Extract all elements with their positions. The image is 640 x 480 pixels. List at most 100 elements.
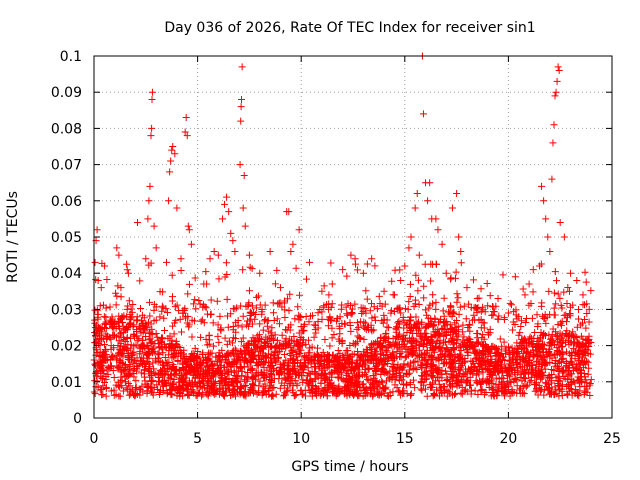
data-point [320,282,328,290]
data-point [443,386,451,394]
data-point [453,339,461,347]
data-point [440,312,448,320]
data-point [370,374,378,382]
data-marks-layer [90,52,595,400]
data-point [353,377,361,385]
data-point [327,380,335,388]
data-point [354,360,362,368]
data-point [100,352,108,360]
data-point [583,310,591,318]
data-point [238,63,246,71]
data-point [161,354,169,362]
data-point [456,303,464,311]
data-point [177,328,185,336]
data-point [467,390,475,398]
data-point [397,309,405,317]
data-point [388,277,396,285]
data-point [569,333,577,341]
data-point [534,357,542,365]
data-point [587,287,595,295]
data-point [423,311,431,319]
data-point [540,314,548,322]
data-point [146,363,154,371]
data-point [269,352,277,360]
data-point [473,334,481,342]
data-point [529,266,537,274]
data-point [130,321,138,329]
data-point [244,341,252,349]
data-point [551,350,559,358]
data-point [582,324,590,332]
data-point [334,368,342,376]
data-point [440,338,448,346]
data-point [338,339,346,347]
data-point [392,367,400,375]
data-point [122,378,130,386]
data-point [404,346,412,354]
data-point [434,226,442,234]
data-point [585,364,593,372]
data-point [159,349,167,357]
data-point [149,391,157,399]
data-point [347,251,355,259]
data-point [225,375,233,383]
data-point [343,310,351,318]
data-point [451,319,459,327]
data-point [154,385,162,393]
data-point [569,328,577,336]
data-point [401,305,409,313]
data-point [278,369,286,377]
data-point [526,378,534,386]
data-point [205,349,213,357]
data-point [486,346,494,354]
data-point [117,293,125,301]
data-point [154,336,162,344]
data-point [391,381,399,389]
data-point [404,371,412,379]
data-point [107,387,115,395]
data-point [568,351,576,359]
data-point [528,340,536,348]
data-point [294,372,302,380]
data-point [276,342,284,350]
data-point [112,289,120,297]
data-point [366,383,374,391]
data-point [415,346,423,354]
data-point [237,117,245,125]
data-point [140,325,148,333]
data-point [305,258,313,266]
data-point [334,385,342,393]
data-point [403,328,411,336]
data-point [506,347,514,355]
data-point [435,330,443,338]
data-point [454,294,462,302]
data-point [383,323,391,331]
data-point [302,275,310,283]
data-point [474,390,482,398]
data-point [543,348,551,356]
data-point [437,347,445,355]
data-point [534,322,542,330]
data-point [115,392,123,400]
data-point [552,277,560,285]
data-point [287,352,295,360]
data-point [321,335,329,343]
data-point [261,339,269,347]
data-point [365,376,373,384]
data-point [290,392,298,400]
data-point [231,372,239,380]
data-point [202,268,210,276]
data-point [241,376,249,384]
data-point [189,368,197,376]
data-point [576,383,584,391]
data-point [402,381,410,389]
y-tick-label: 0.01 [51,375,82,391]
data-point [504,309,512,317]
data-point [343,272,351,280]
data-point [270,384,278,392]
data-point [312,321,320,329]
data-point [320,356,328,364]
data-point [225,208,233,216]
data-point [552,328,560,336]
data-point [399,335,407,343]
